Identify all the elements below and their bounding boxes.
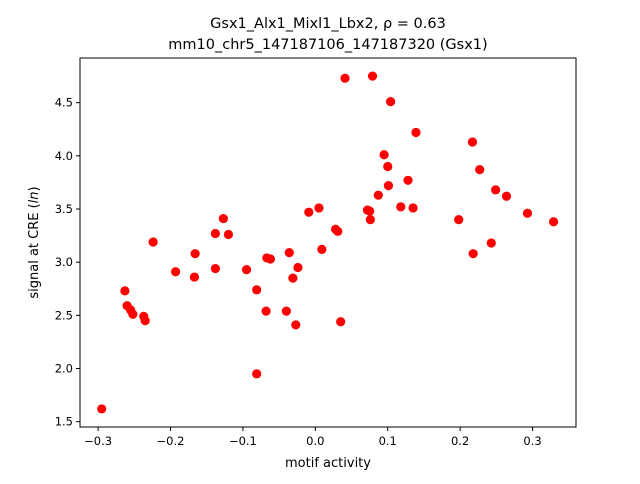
x-axis-ticks: −0.3 −0.2 −0.1 0.0 0.1 0.2 0.3 [84,427,542,448]
data-point [304,207,314,217]
y-tick-label: 2.0 [55,362,73,376]
data-point [317,244,327,255]
x-tick-label: −0.3 [84,434,112,448]
y-tick-label: 2.5 [55,308,73,322]
data-point [261,306,271,316]
data-point [383,181,394,191]
data-point [288,273,298,283]
y-axis-ticks: 1.5 2.0 2.5 3.0 3.5 4.0 4.5 [55,96,80,429]
data-point [284,248,294,258]
data-point [468,249,478,259]
data-point [411,127,421,138]
x-tick-label: −0.1 [229,434,257,448]
data-point [365,215,375,225]
y-axis-label: signal at CRE (ln) [27,186,42,298]
data-point [386,97,396,107]
data-point [218,213,228,224]
y-tick-label: 4.5 [55,96,73,110]
data-point [333,226,343,236]
x-tick-label: 0.1 [379,434,397,448]
x-tick-label: 0.3 [523,434,541,448]
data-point [252,285,262,295]
data-point [210,263,220,274]
data-point [293,262,303,273]
data-point [120,286,130,296]
data-point [454,215,464,225]
data-points [97,71,559,414]
chart-title-line2: mm10_chr5_147187106_147187320 (Gsx1) [168,37,487,53]
data-point [522,208,533,218]
y-axis-label-prefix: signal at CRE ( [27,203,42,298]
data-point [128,309,138,319]
y-axis-label-italic: ln [27,191,42,203]
data-point [252,369,262,379]
data-point [491,185,501,195]
y-tick-label: 3.0 [55,255,73,269]
data-point [379,150,389,160]
data-point [340,73,350,83]
data-point [291,320,301,330]
data-point [281,306,291,316]
data-point [97,404,107,414]
data-point [403,175,413,185]
data-point [486,238,496,248]
data-point [223,229,234,240]
y-tick-label: 1.5 [55,415,73,429]
y-tick-label: 4.0 [55,149,73,163]
data-point [336,317,346,327]
data-point [501,191,512,201]
chart-title-line1: Gsx1_Alx1_Mixl1_Lbx2, ρ = 0.63 [210,16,446,32]
data-point [140,316,150,326]
data-point [475,165,485,175]
x-tick-label: 0.0 [306,434,324,448]
data-point [265,254,276,264]
data-point [373,190,383,200]
data-point [396,202,406,212]
data-point [408,203,418,213]
x-axis-label: motif activity [285,456,371,471]
x-tick-label: 0.2 [451,434,469,448]
data-point [383,161,393,172]
y-axis-label-suffix: ) [27,186,42,191]
plot-area-frame [79,57,577,428]
data-point [189,272,200,282]
y-tick-label: 3.5 [55,202,73,216]
data-point [314,203,324,213]
data-point [190,249,200,259]
data-point [367,71,378,81]
data-point [467,137,478,147]
data-point [148,237,158,247]
data-point [210,228,220,239]
x-tick-label: −0.2 [157,434,185,448]
data-point [365,206,375,216]
data-point [548,217,559,227]
data-point [241,265,252,275]
data-point [170,267,181,277]
